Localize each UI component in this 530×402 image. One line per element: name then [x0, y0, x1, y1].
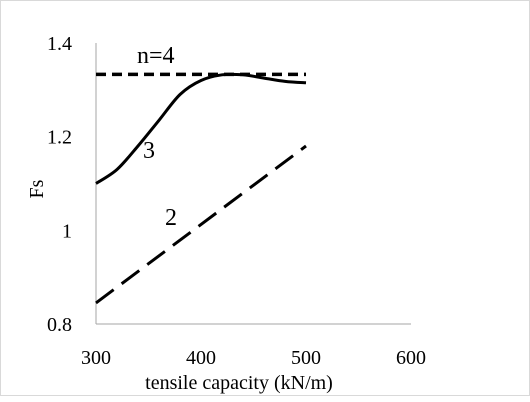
y-tick-label: 0.8	[47, 314, 72, 336]
y-tick-label: 1.2	[47, 127, 72, 149]
x-tick-label: 400	[186, 347, 216, 369]
annotation-2: 2	[165, 205, 177, 231]
y-tick-label: 1.4	[47, 33, 72, 55]
x-tick-label: 600	[396, 347, 426, 369]
y-tick-label: 1	[62, 220, 72, 242]
y-tick-labels: 0.8 1 1.2 1.4	[47, 33, 72, 336]
x-tick-label: 300	[81, 347, 111, 369]
x-tick-labels: 300 400 500 600	[81, 347, 426, 369]
annotation-3: 3	[143, 138, 155, 164]
annotation-n4: n=4	[137, 43, 175, 69]
series-annotations: n=4 3 2	[137, 43, 177, 231]
series-2-line	[95, 144, 307, 305]
series-lines	[95, 72, 307, 305]
x-axis-title: tensile capacity (kN/m)	[145, 372, 333, 394]
y-axis-title: Fs	[26, 179, 48, 198]
x-tick-label: 500	[291, 347, 321, 369]
series-3-line	[95, 72, 307, 185]
